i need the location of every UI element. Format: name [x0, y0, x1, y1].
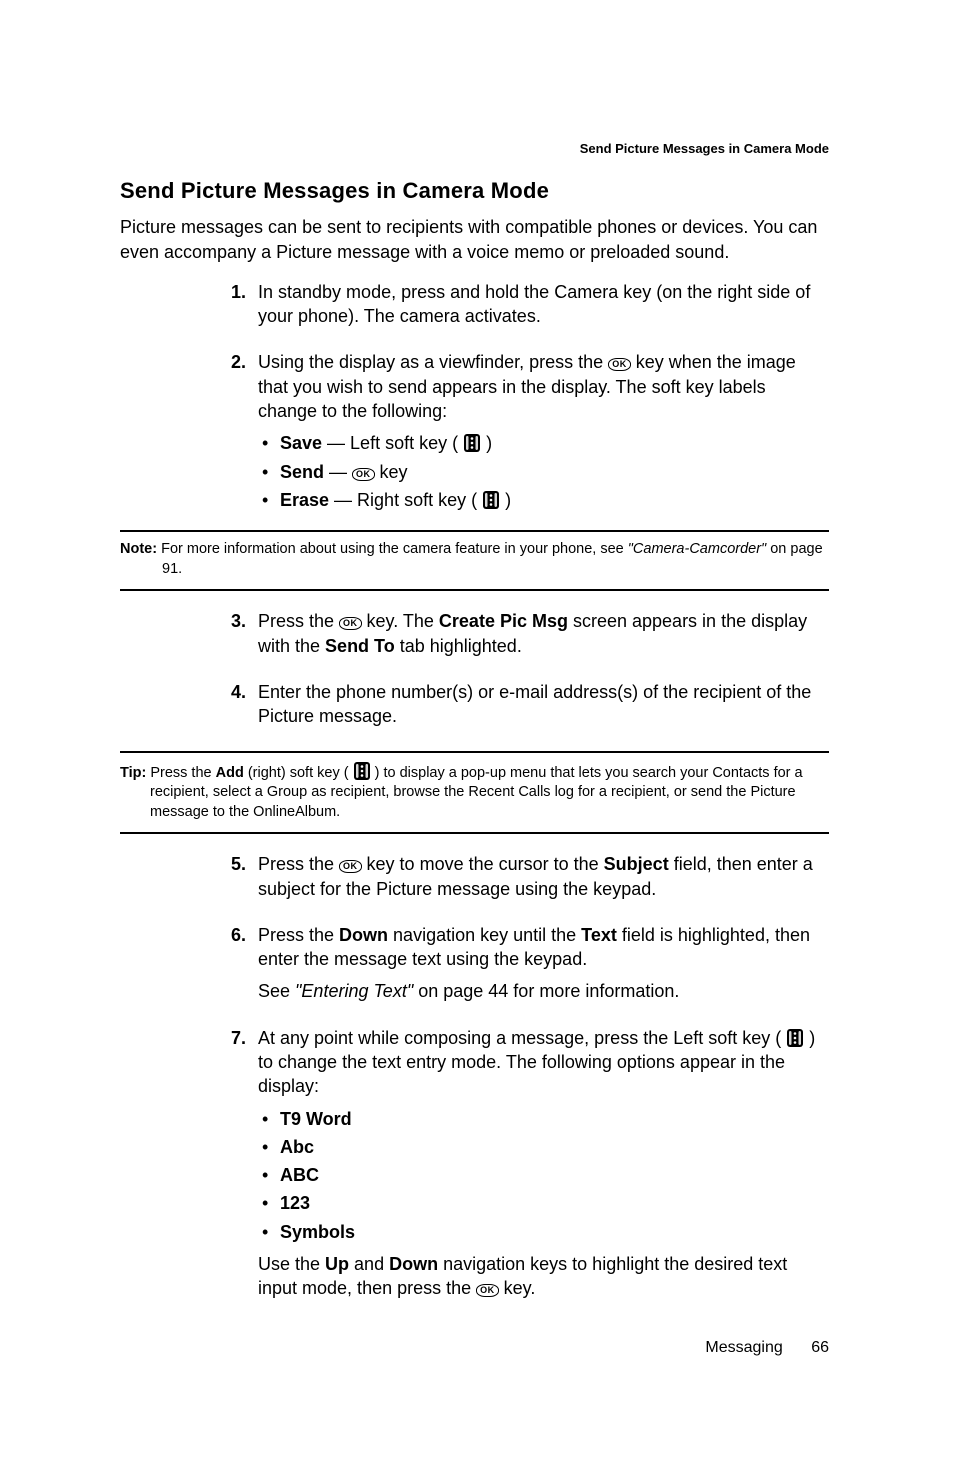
step-number: 6. [220, 923, 258, 1012]
page-footer: Messaging 66 [120, 1337, 829, 1359]
step-number: 1. [220, 280, 258, 337]
step-text: See "Entering Text" on page 44 for more … [258, 979, 829, 1003]
text-fragment: Up [325, 1254, 349, 1274]
step-number: 4. [220, 680, 258, 737]
step-text: Press the OK key to move the cursor to t… [258, 852, 829, 901]
step-1: 1. In standby mode, press and hold the C… [220, 280, 829, 337]
intro-paragraph: Picture messages can be sent to recipien… [120, 215, 829, 264]
text-fragment: key. [499, 1278, 536, 1298]
note-prefix: Note: [120, 541, 161, 557]
step-6: 6. Press the Down navigation key until t… [220, 923, 829, 1012]
bullet-label: 123 [280, 1193, 310, 1213]
note-box: Note: For more information about using t… [120, 530, 829, 591]
ok-key-icon: OK [608, 358, 631, 371]
tip-text: (right) soft key ( [244, 765, 353, 781]
step-number: 5. [220, 852, 258, 909]
text-fragment: — Left soft key ( [322, 433, 463, 453]
softkey-icon [482, 490, 500, 510]
step-text: At any point while composing a message, … [258, 1026, 829, 1099]
text-fragment: Using the display as a viewfinder, press… [258, 352, 608, 372]
text-fragment: key [375, 462, 408, 482]
text-fragment: Press the [258, 854, 339, 874]
step-text: In standby mode, press and hold the Came… [258, 280, 829, 329]
steps-block-1: 1. In standby mode, press and hold the C… [220, 280, 829, 516]
text-fragment: Text [581, 925, 617, 945]
text-fragment: Subject [604, 854, 669, 874]
text-fragment: Create Pic Msg [439, 611, 568, 631]
step-3: 3. Press the OK key. The Create Pic Msg … [220, 609, 829, 666]
footer-section: Messaging [705, 1339, 782, 1356]
text-fragment: ) [500, 490, 511, 510]
bullet-label: Save [280, 433, 322, 453]
steps-block-2: 3. Press the OK key. The Create Pic Msg … [220, 609, 829, 736]
text-fragment: "Entering Text" [295, 981, 413, 1001]
note-ref: "Camera-Camcorder" [628, 541, 766, 557]
bullet-save: Save — Left soft key ( ) [258, 431, 829, 455]
ok-key-icon: OK [339, 860, 362, 873]
text-fragment: Press the [258, 611, 339, 631]
step-2: 2. Using the display as a viewfinder, pr… [220, 350, 829, 516]
ok-key-icon: OK [339, 617, 362, 630]
step-text: Press the OK key. The Create Pic Msg scr… [258, 609, 829, 658]
text-fragment: on page 44 for more information. [413, 981, 679, 1001]
text-fragment: key. The [362, 611, 439, 631]
text-fragment: — Right soft key ( [329, 490, 482, 510]
section-title: Send Picture Messages in Camera Mode [120, 176, 829, 206]
tip-box: Tip: Press the Add (right) soft key ( ) … [120, 751, 829, 835]
step-number: 2. [220, 350, 258, 516]
running-header: Send Picture Messages in Camera Mode [120, 140, 829, 158]
step-2-bullets: Save — Left soft key ( ) Send — OK key E… [258, 431, 829, 512]
softkey-icon [786, 1028, 804, 1048]
text-fragment: Use the [258, 1254, 325, 1274]
step-text: Using the display as a viewfinder, press… [258, 350, 829, 423]
text-fragment: navigation key until the [388, 925, 581, 945]
bullet-abc-upper: ABC [258, 1163, 829, 1187]
text-fragment: See [258, 981, 295, 1001]
bullet-label: Erase [280, 490, 329, 510]
bullet-label: ABC [280, 1165, 319, 1185]
text-fragment: tab highlighted. [395, 636, 522, 656]
step-4: 4. Enter the phone number(s) or e-mail a… [220, 680, 829, 737]
footer-page-number: 66 [811, 1339, 829, 1356]
bullet-label: Symbols [280, 1222, 355, 1242]
bullet-symbols: Symbols [258, 1220, 829, 1244]
bullet-erase: Erase — Right soft key ( ) [258, 488, 829, 512]
steps-block-3: 5. Press the OK key to move the cursor t… [220, 852, 829, 1308]
text-fragment: Send To [325, 636, 395, 656]
step-5: 5. Press the OK key to move the cursor t… [220, 852, 829, 909]
step-7-bullets: T9 Word Abc ABC 123 Symbols [258, 1107, 829, 1244]
step-text: Enter the phone number(s) or e-mail addr… [258, 680, 829, 729]
step-text: Use the Up and Down navigation keys to h… [258, 1252, 829, 1301]
text-fragment: Down [389, 1254, 438, 1274]
text-fragment: Down [339, 925, 388, 945]
text-fragment: ) [481, 433, 492, 453]
tip-prefix: Tip: [120, 765, 150, 781]
text-fragment: Press the [258, 925, 339, 945]
text-fragment: — [324, 462, 352, 482]
tip-text: Add [216, 765, 244, 781]
softkey-icon [353, 761, 371, 781]
text-fragment: At any point while composing a message, … [258, 1028, 786, 1048]
bullet-label: Abc [280, 1137, 314, 1157]
bullet-label: T9 Word [280, 1109, 352, 1129]
step-text: Press the Down navigation key until the … [258, 923, 829, 972]
bullet-label: Send [280, 462, 324, 482]
text-fragment: and [349, 1254, 389, 1274]
text-fragment: key to move the cursor to the [362, 854, 604, 874]
note-text: For more information about using the cam… [161, 541, 628, 557]
bullet-send: Send — OK key [258, 460, 829, 484]
softkey-icon [463, 433, 481, 453]
bullet-abc: Abc [258, 1135, 829, 1159]
step-7: 7. At any point while composing a messag… [220, 1026, 829, 1309]
step-number: 7. [220, 1026, 258, 1309]
bullet-123: 123 [258, 1191, 829, 1215]
tip-text: Press the [150, 765, 215, 781]
ok-key-icon: OK [352, 468, 375, 481]
step-number: 3. [220, 609, 258, 666]
ok-key-icon: OK [476, 1284, 499, 1297]
bullet-t9: T9 Word [258, 1107, 829, 1131]
